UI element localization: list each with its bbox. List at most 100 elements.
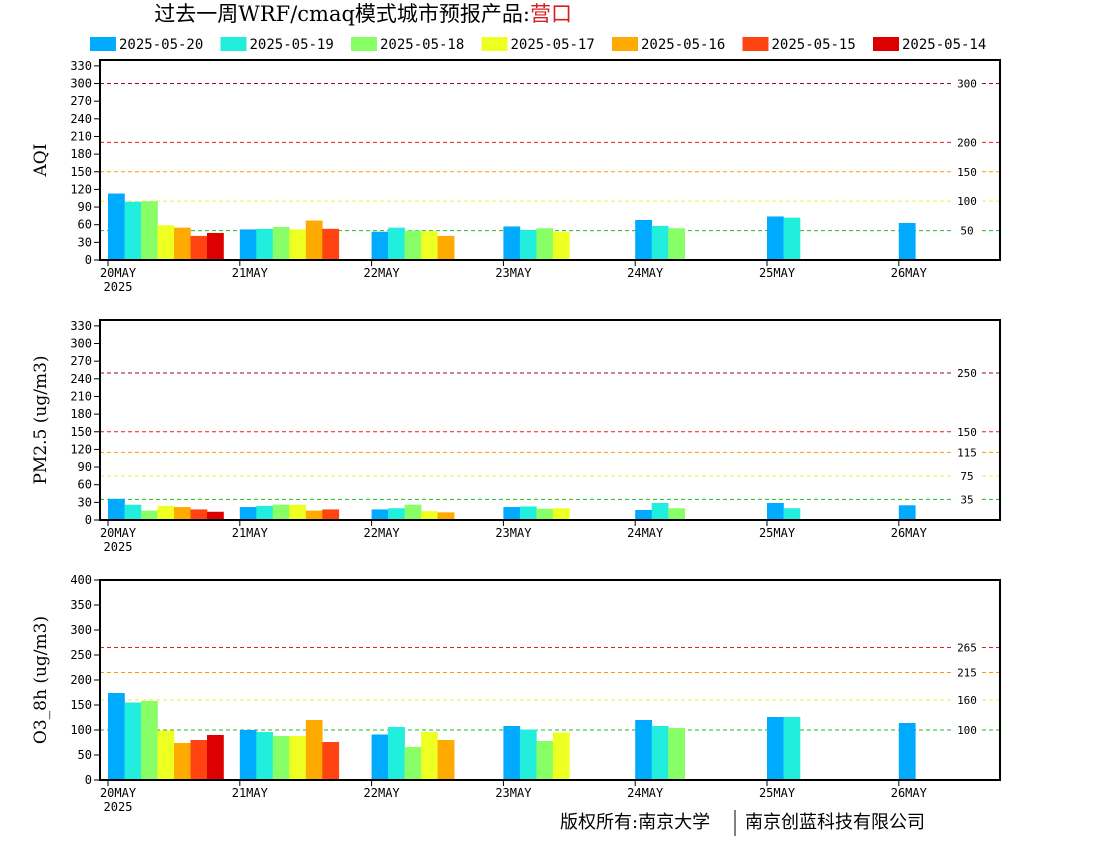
bar-2025-05-17-22MAY: [421, 732, 438, 780]
x-tick-label-24MAY: 24MAY: [627, 266, 664, 280]
y-tick-label: 250: [70, 648, 92, 662]
bar-2025-05-20-21MAY: [239, 507, 257, 520]
reference-label-250: 250: [957, 367, 977, 380]
reference-label-bg-100: [953, 724, 981, 736]
y-tick-label: 180: [70, 147, 92, 161]
legend-swatch-2025-05-15: [742, 37, 769, 51]
y-tick-label: 210: [70, 129, 92, 143]
x-tick-label-23MAY: 23MAY: [495, 526, 532, 540]
y-tick-label: 240: [70, 112, 92, 126]
legend-label-2025-05-20: 2025-05-20: [119, 37, 203, 53]
bar-2025-05-20-23MAY: [503, 226, 521, 260]
panel-3: 100 160 215 265 0 50 100 150 200 250 300 350 400 20MA…: [31, 573, 1001, 814]
bar-2025-05-19-22MAY: [388, 227, 405, 260]
bar-2025-05-17-21MAY: [289, 504, 307, 520]
y-tick-label: 240: [70, 372, 92, 386]
reference-label-bg-300: [953, 77, 981, 90]
y-tick-label: 150: [70, 425, 92, 439]
x-tick-label-20MAY: 20MAY: [100, 786, 137, 800]
y-tick-label: 120: [70, 442, 92, 456]
x-year-label: 2025: [104, 800, 133, 814]
reference-label-bg-160: [953, 694, 981, 706]
legend-swatch-2025-05-16: [612, 37, 638, 51]
y-tick-label: 300: [70, 77, 92, 91]
legend-label-2025-05-18: 2025-05-18: [380, 37, 464, 53]
bar-2025-05-18-21MAY: [272, 227, 290, 260]
y-tick-label: 330: [70, 59, 92, 73]
bar-2025-05-18-24MAY: [668, 508, 685, 520]
y-tick-label: 180: [70, 407, 92, 421]
reference-label-50: 50: [960, 225, 973, 238]
bar-2025-05-20-21MAY: [239, 730, 257, 780]
bar-2025-05-20-25MAY: [767, 717, 784, 780]
reference-label-115: 115: [957, 446, 977, 459]
reference-label-160: 160: [957, 694, 977, 707]
bar-2025-05-18-22MAY: [404, 230, 422, 260]
bar-2025-05-15-21MAY: [322, 509, 340, 520]
reference-label-bg-150: [953, 425, 981, 438]
bar-2025-05-19-25MAY: [783, 508, 801, 520]
bar-2025-05-19-25MAY: [783, 217, 801, 260]
y-tick-label: 150: [70, 165, 92, 179]
x-tick-label-22MAY: 22MAY: [364, 786, 401, 800]
x-tick-label-23MAY: 23MAY: [495, 786, 532, 800]
bar-2025-05-17-22MAY: [421, 511, 438, 520]
legend-label-2025-05-14: 2025-05-14: [902, 37, 986, 53]
bar-2025-05-20-21MAY: [239, 229, 257, 260]
bar-2025-05-17-23MAY: [552, 732, 570, 780]
bar-2025-05-20-26MAY: [898, 723, 916, 780]
reference-label-215: 215: [957, 667, 977, 680]
y-tick-label: 210: [70, 389, 92, 403]
y-tick-label: 50: [78, 748, 92, 762]
bar-2025-05-19-21MAY: [256, 732, 274, 780]
y-tick-label: 100: [70, 723, 92, 737]
reference-label-200: 200: [957, 136, 977, 149]
bar-2025-05-14-20MAY: [207, 735, 224, 780]
y-tick-label: 330: [70, 319, 92, 333]
y-tick-label: 350: [70, 598, 92, 612]
bar-2025-05-15-21MAY: [322, 228, 340, 260]
reference-label-35: 35: [960, 493, 973, 506]
bar-2025-05-15-21MAY: [322, 742, 340, 780]
legend-swatch-2025-05-18: [351, 37, 377, 51]
bar-2025-05-17-21MAY: [289, 736, 307, 780]
x-tick-label-21MAY: 21MAY: [232, 266, 269, 280]
plot-frame: [99, 59, 1001, 261]
bar-2025-05-17-20MAY: [157, 505, 175, 520]
x-tick-label-26MAY: 26MAY: [891, 266, 928, 280]
copyright-right: 南京创蓝科技有限公司: [745, 812, 925, 833]
y-tick-label: 0: [85, 253, 92, 267]
reference-label-bg-75: [953, 469, 981, 482]
reference-label-bg-215: [953, 666, 981, 679]
bar-2025-05-19-25MAY: [783, 717, 801, 780]
bar-2025-05-18-20MAY: [141, 701, 158, 780]
x-tick-label-24MAY: 24MAY: [627, 526, 664, 540]
bar-2025-05-20-20MAY: [108, 193, 125, 260]
y-tick-label: 90: [78, 460, 92, 474]
panel-1: 50 100 150 200 300 0 30 60 90 120 150 180 210 240 270 3…: [31, 59, 1001, 294]
y-axis-label: AQI: [31, 144, 51, 178]
bar-2025-05-18-23MAY: [536, 508, 554, 520]
bar-2025-05-20-25MAY: [767, 502, 784, 520]
bar-2025-05-18-22MAY: [404, 747, 422, 780]
bar-2025-05-17-23MAY: [552, 508, 570, 520]
bar-2025-05-20-23MAY: [503, 507, 521, 520]
legend-swatch-2025-05-19: [220, 37, 247, 51]
y-tick-label: 30: [78, 495, 92, 509]
bar-2025-05-19-21MAY: [256, 505, 274, 520]
x-year-label: 2025: [104, 280, 133, 294]
bar-2025-05-19-22MAY: [388, 727, 405, 780]
chart-panels: 5010015020030003060901201501802102402703…: [31, 59, 1001, 814]
reference-label-150: 150: [957, 166, 977, 179]
x-tick-label-22MAY: 22MAY: [364, 266, 401, 280]
y-tick-label: 120: [70, 182, 92, 196]
x-tick-label-21MAY: 21MAY: [232, 526, 269, 540]
bar-2025-05-18-24MAY: [668, 228, 685, 260]
bar-2025-05-17-20MAY: [157, 225, 175, 260]
bar-2025-05-19-20MAY: [124, 201, 142, 260]
bar-2025-05-15-20MAY: [190, 509, 208, 520]
reference-label-bg-50: [953, 224, 981, 237]
bar-2025-05-20-22MAY: [371, 734, 389, 780]
legend-label-2025-05-16: 2025-05-16: [641, 37, 725, 53]
reference-label-100: 100: [957, 195, 977, 208]
